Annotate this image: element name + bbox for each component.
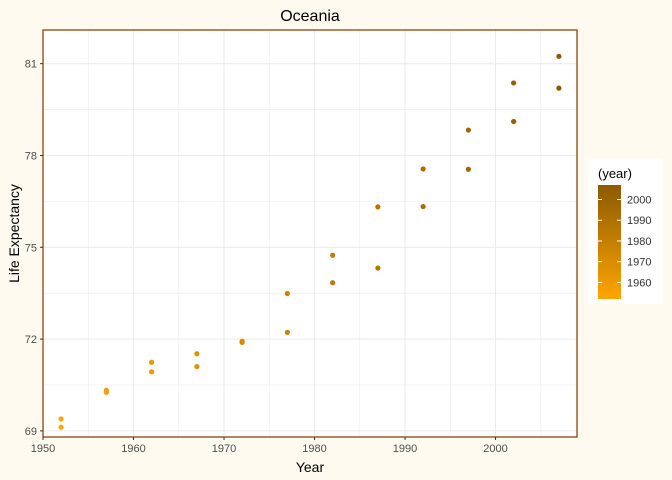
data-point (239, 339, 245, 346)
legend-colorbar (598, 185, 621, 299)
minor-gridlines (43, 30, 577, 437)
panel-border (42, 29, 578, 438)
y-tick-label: 75 (25, 242, 37, 254)
data-point (511, 80, 517, 86)
data-point (420, 203, 426, 210)
plot-panel (43, 30, 577, 437)
x-tick-label: 1990 (393, 443, 417, 455)
data-point (149, 359, 155, 365)
data-point (465, 166, 471, 172)
legend-label: 1990 (627, 215, 651, 227)
data-point (330, 252, 336, 258)
legend-title: (year) (598, 166, 632, 181)
y-tick-label: 72 (25, 334, 37, 346)
chart-title: Oceania (280, 8, 340, 25)
data-point (511, 118, 517, 125)
data-point (556, 85, 562, 91)
data-point (330, 280, 336, 286)
x-tick-label: 1960 (121, 443, 145, 455)
x-tick-label: 1980 (302, 443, 326, 455)
data-point (284, 290, 290, 297)
data-point (194, 364, 200, 370)
data-point (420, 166, 426, 172)
y-tick-label: 78 (25, 150, 37, 162)
data-point (149, 369, 155, 375)
x-tick-label: 1950 (31, 443, 55, 455)
legend-label: 1970 (627, 257, 651, 269)
legend-label: 2000 (627, 195, 651, 207)
x-axis-title: Year (296, 459, 325, 475)
data-point (284, 329, 290, 335)
legend-label: 1960 (627, 277, 651, 289)
y-tick-label: 69 (25, 426, 37, 438)
data-point (194, 351, 200, 357)
legend: (year) 1960 1970 1980 1990 2000 (588, 158, 663, 304)
x-tick-label: 2000 (483, 443, 507, 455)
data-point (103, 389, 109, 395)
data-point (58, 416, 64, 422)
data-point (375, 204, 381, 210)
data-point (556, 53, 562, 59)
y-axis-title: Life Expectancy (6, 184, 22, 283)
y-tick-label: 81 (25, 59, 37, 71)
x-tick-label: 1970 (212, 443, 236, 455)
data-point (58, 424, 64, 430)
legend-label: 1980 (627, 236, 651, 248)
data-points (58, 53, 562, 430)
data-point (375, 265, 381, 271)
data-point (465, 127, 471, 133)
